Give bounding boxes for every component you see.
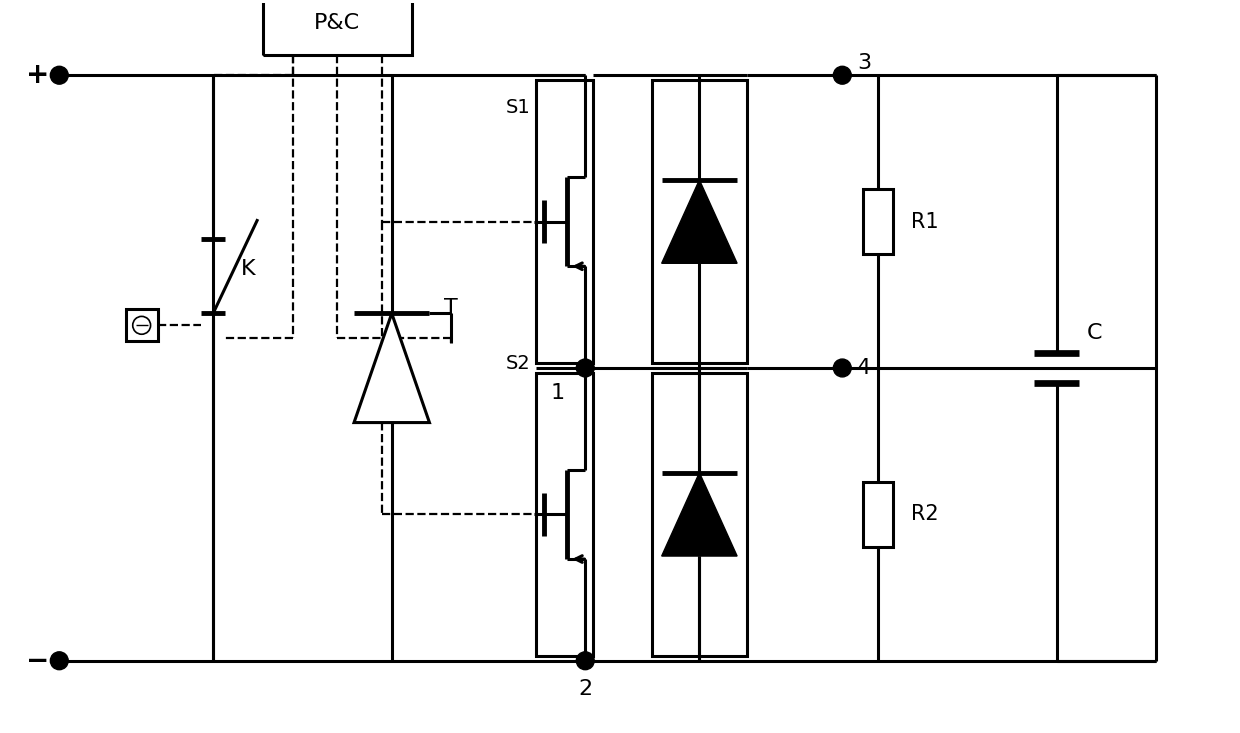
- Text: C: C: [1086, 323, 1102, 343]
- Circle shape: [833, 66, 851, 84]
- Text: 2: 2: [578, 679, 593, 699]
- Text: +: +: [26, 62, 50, 89]
- Bar: [536, 80, 593, 363]
- Text: P&C: P&C: [314, 13, 361, 33]
- Text: 3: 3: [857, 54, 872, 73]
- Bar: [652, 373, 746, 656]
- Bar: [536, 373, 593, 656]
- Text: R2: R2: [910, 504, 939, 524]
- Bar: [652, 80, 746, 363]
- Bar: [863, 189, 893, 254]
- Bar: [263, 0, 412, 56]
- Text: S2: S2: [506, 354, 531, 373]
- Circle shape: [577, 652, 594, 670]
- Circle shape: [577, 359, 594, 377]
- Text: 1: 1: [551, 383, 564, 403]
- Text: R1: R1: [910, 212, 939, 232]
- Circle shape: [833, 359, 851, 377]
- Polygon shape: [662, 473, 737, 556]
- Text: K: K: [241, 259, 255, 279]
- Text: S1: S1: [506, 98, 531, 117]
- Bar: [125, 309, 157, 341]
- Text: −: −: [26, 647, 50, 675]
- Circle shape: [51, 66, 68, 84]
- Text: 4: 4: [857, 358, 872, 378]
- Text: T: T: [444, 298, 458, 318]
- Circle shape: [51, 652, 68, 670]
- Polygon shape: [355, 314, 429, 422]
- Bar: [863, 482, 893, 547]
- Polygon shape: [662, 180, 737, 263]
